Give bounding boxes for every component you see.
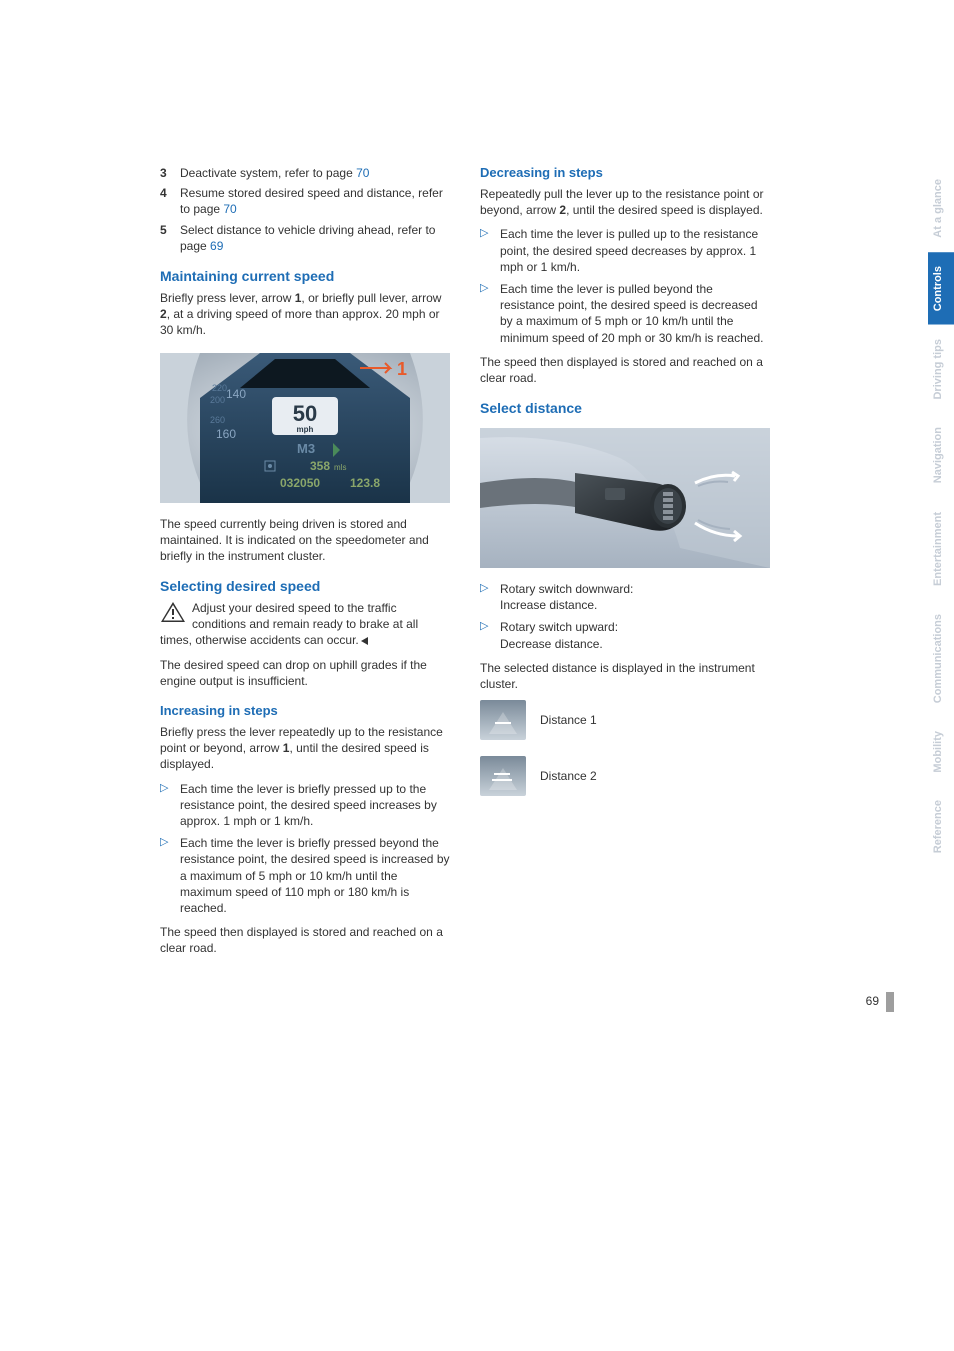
list-item: 4Resume stored desired speed and distanc… [160,185,450,217]
list-item: 5Select distance to vehicle driving ahea… [160,222,450,254]
bullet-icon: ▷ [160,781,180,830]
side-tab[interactable]: Navigation [928,413,954,497]
right-column: Decreasing in steps Repeatedly pull the … [480,165,770,964]
page-link[interactable]: 70 [356,166,369,180]
svg-text:032050: 032050 [280,476,320,490]
increasing-p2: The speed then displayed is stored and r… [160,924,450,956]
page-number: 69 [160,994,894,1008]
distance-1-icon [480,700,526,740]
side-tab[interactable]: Controls [928,252,954,325]
page-link[interactable]: 69 [210,239,223,253]
select-bullets: ▷Rotary switch downward: Increase distan… [480,581,770,652]
heading-select-distance: Select distance [480,400,770,416]
increasing-p1: Briefly press the lever repeatedly up to… [160,724,450,773]
list-item: ▷Each time the lever is pulled beyond th… [480,281,770,346]
svg-text:140: 140 [226,387,246,401]
distance-2-icon [480,756,526,796]
side-tab[interactable]: Driving tips [928,325,954,414]
numbered-list: 3Deactivate system, refer to page 70 4Res… [160,165,450,254]
selecting-p1: The desired speed can drop on uphill gra… [160,657,450,689]
select-p1: The selected distance is displayed in th… [480,660,770,692]
distance-2-label: Distance 2 [540,769,597,783]
distance-1-label: Distance 1 [540,713,597,727]
side-tab[interactable]: Entertainment [928,498,954,600]
bullet-icon: ▷ [480,226,500,275]
heading-maintaining: Maintaining current speed [160,268,450,284]
list-item: ▷Rotary switch downward: Increase distan… [480,581,770,613]
svg-text:220: 220 [212,383,227,393]
warning-icon [160,601,186,623]
maintaining-p1: Briefly press lever, arrow 1, or briefly… [160,290,450,339]
svg-text:200: 200 [210,395,225,405]
distance-1-row: Distance 1 [480,700,770,740]
maintaining-p2: The speed currently being driven is stor… [160,516,450,565]
list-item: ▷Each time the lever is briefly pressed … [160,781,450,830]
bullet-icon: ▷ [160,835,180,916]
svg-text:358: 358 [310,459,330,473]
heading-decreasing: Decreasing in steps [480,165,770,180]
bullet-icon: ▷ [480,619,500,651]
side-tab[interactable]: Reference [928,786,954,867]
decreasing-p1: Repeatedly pull the lever up to the resi… [480,186,770,218]
side-tab[interactable]: Mobility [928,717,954,787]
end-marker-icon [361,637,368,645]
heading-increasing: Increasing in steps [160,703,450,718]
bullet-icon: ▷ [480,281,500,346]
distance-2-row: Distance 2 [480,756,770,796]
side-tabs: At a glanceControlsDriving tipsNavigatio… [928,165,954,868]
svg-text:M3: M3 [297,441,315,456]
decreasing-p2: The speed then displayed is stored and r… [480,354,770,386]
left-column: 3Deactivate system, refer to page 70 4Res… [160,165,450,964]
heading-selecting: Selecting desired speed [160,578,450,594]
lever-figure [480,428,770,568]
svg-text:1: 1 [397,359,407,379]
svg-text:mls: mls [334,463,346,472]
bullet-icon: ▷ [480,581,500,613]
list-item: ▷Rotary switch upward: Decrease distance… [480,619,770,651]
svg-text:160: 160 [216,427,236,441]
side-tab[interactable]: Communications [928,600,954,717]
page-link[interactable]: 70 [223,202,236,216]
list-item: ▷Each time the lever is briefly pressed … [160,835,450,916]
svg-text:mph: mph [297,425,314,434]
cluster-figure: 1 50 mph 220 200 140 260 160 M3 358 mls … [160,353,450,503]
svg-text:260: 260 [210,415,225,425]
increasing-bullets: ▷Each time the lever is briefly pressed … [160,781,450,917]
svg-text:50: 50 [293,401,317,426]
svg-text:123.8: 123.8 [350,476,380,490]
side-tab[interactable]: At a glance [928,165,954,252]
warning-block: Adjust your desired speed to the traffic… [160,600,450,649]
decreasing-bullets: ▷Each time the lever is pulled up to the… [480,226,770,345]
list-item: ▷Each time the lever is pulled up to the… [480,226,770,275]
list-item: 3Deactivate system, refer to page 70 [160,165,450,181]
